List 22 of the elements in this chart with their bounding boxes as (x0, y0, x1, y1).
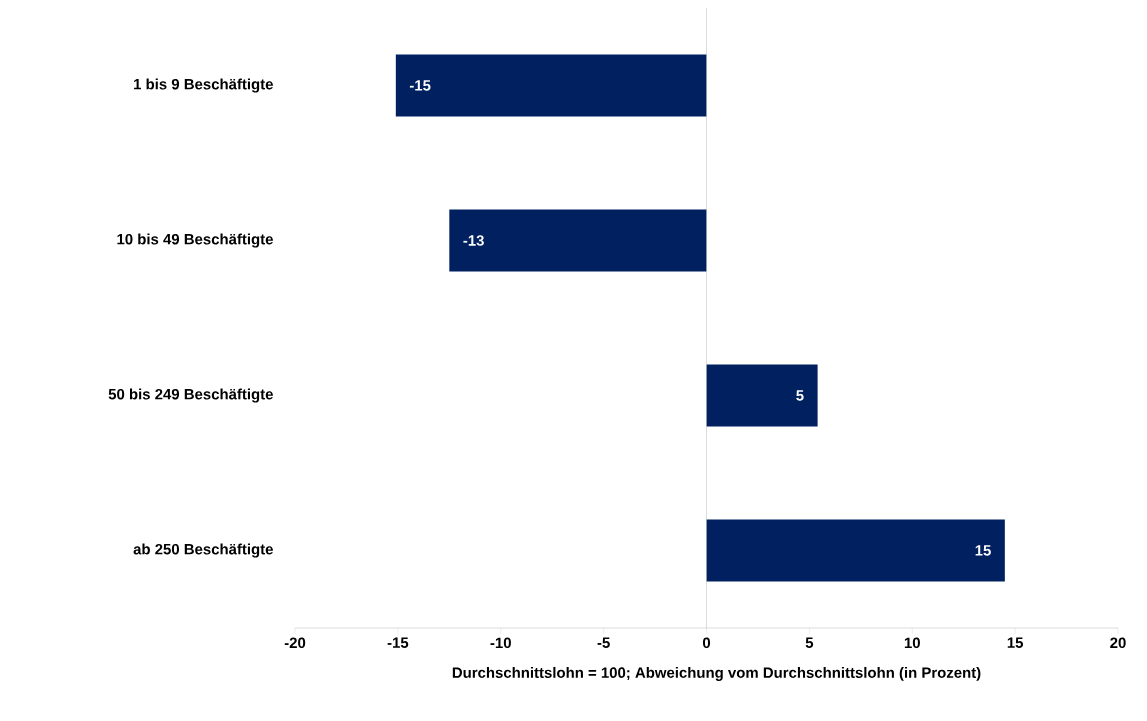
y-tick-label: ab 250 Beschäftigte (133, 543, 273, 558)
y-tick-label: 1 bis 9 Beschäftigte (134, 78, 273, 93)
x-tick-label: -20 (284, 637, 306, 649)
x-tick-label: 5 (805, 637, 814, 648)
bar (395, 54, 707, 117)
x-tick-label: 15 (1007, 637, 1024, 648)
data-label: -13 (463, 235, 484, 246)
x-tick-label: -5 (597, 637, 610, 648)
y-tick-label: 10 bis 49 Beschäftigte (117, 233, 273, 248)
x-axis-title: Durchschnittslohn = 100; Abweichung vom Durchschnittslohn (in Prozent) (452, 666, 981, 681)
x-tick-label: -15 (387, 637, 409, 648)
y-tick-label: 50 bis 249 Beschäftigte (108, 388, 273, 403)
x-tick-label: 10 (904, 637, 920, 649)
bar (449, 209, 707, 272)
bar (706, 519, 1005, 582)
x-tick-label: 20 (1110, 637, 1126, 649)
x-tick-label: -10 (490, 637, 511, 649)
x-tick-label: 0 (702, 637, 711, 649)
data-label: 15 (975, 545, 991, 556)
data-label: 5 (796, 390, 804, 401)
data-label: -15 (409, 80, 431, 91)
bar (706, 364, 818, 427)
